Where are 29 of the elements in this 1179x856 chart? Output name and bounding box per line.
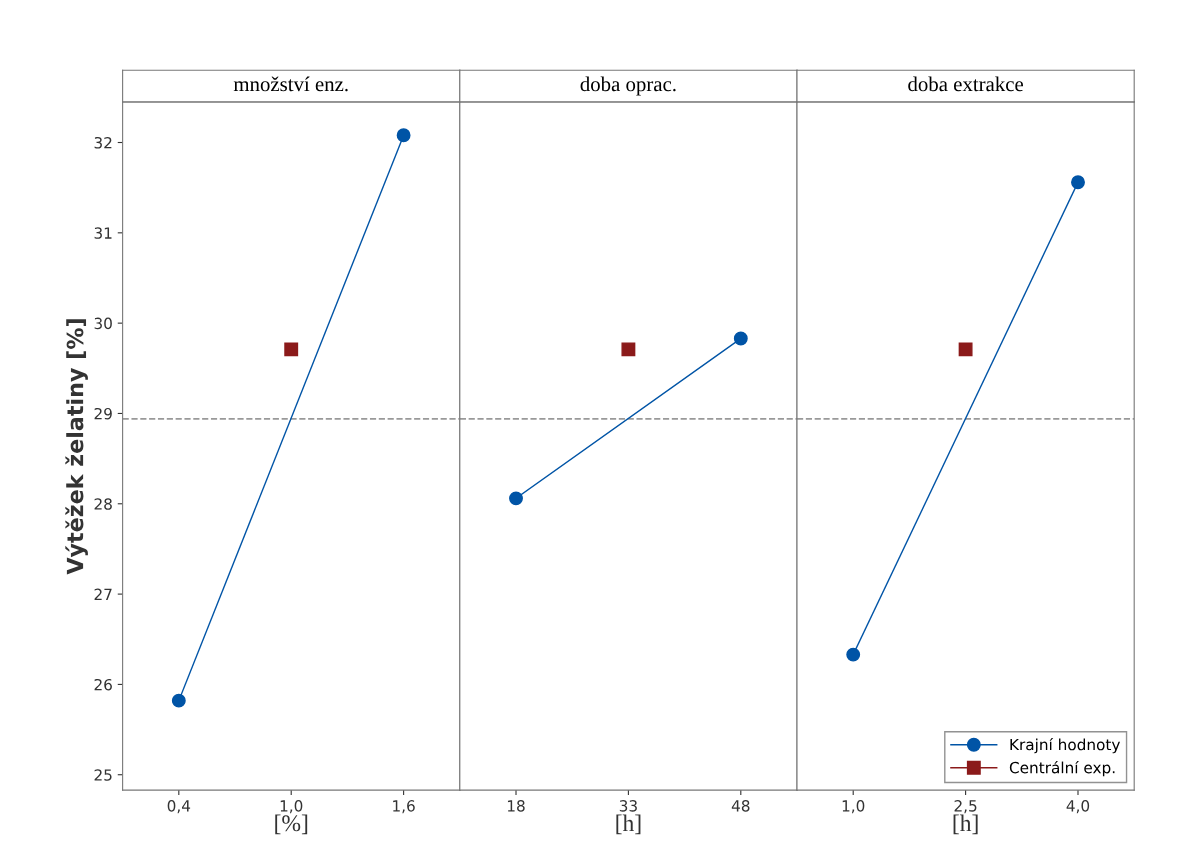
- chart-title: doba extrakce: [908, 76, 1023, 92]
- point: [396, 128, 411, 143]
- legend-label: Krajní hodnoty: [1010, 737, 1120, 754]
- x-tick-label: 2,5: [954, 800, 977, 814]
- chart-title: doba oprac.: [580, 76, 676, 96]
- y-tick-label: 29: [94, 407, 112, 420]
- y-axis-title: Výtěžek želatiny [%]: [65, 319, 88, 575]
- y-tick-label: 28: [94, 498, 112, 510]
- x-axis-title: [h]: [953, 814, 978, 835]
- legend-label: Centrální exp.: [1009, 760, 1115, 777]
- point: [284, 342, 299, 357]
- y-tick-label: 30: [94, 317, 112, 330]
- x-axis-title: [h]: [616, 814, 641, 835]
- x-tick-label: 1,0: [842, 800, 865, 814]
- y-tick-label: 32: [94, 136, 112, 149]
- x-tick-label: 1,0: [280, 800, 303, 814]
- x-tick-label: 4,0: [1066, 800, 1090, 814]
- y-tick-label: 25: [94, 769, 112, 781]
- x-tick-label: 1,6: [393, 800, 415, 814]
- x-tick-label: 33: [619, 800, 637, 812]
- x-axis-title: [%]: [275, 814, 308, 835]
- point: [171, 693, 186, 708]
- x-tick-label: 0,4: [167, 800, 191, 814]
- y-tick-label: 27: [94, 588, 112, 600]
- y-tick-label: 26: [94, 678, 112, 691]
- x-tick-label: 18: [507, 800, 525, 812]
- y-tick-label: 31: [94, 227, 112, 239]
- x-tick-label: 48: [731, 800, 750, 812]
- chart-title: množství enz.: [233, 76, 348, 92]
